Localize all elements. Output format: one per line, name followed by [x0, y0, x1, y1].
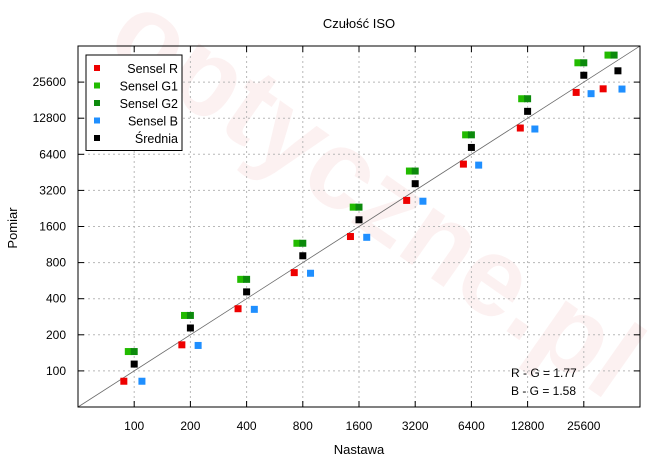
point-series-4 — [467, 143, 475, 151]
point-series-0 — [516, 124, 524, 132]
point-series-3 — [250, 305, 258, 313]
axis-ticks: 100 200 400 800 1600 3200 6400 12800 25600 100 200… — [33, 46, 640, 433]
y-tick-label: 12800 — [33, 111, 67, 125]
point-series-2 — [243, 275, 251, 283]
chart-title: Czułość ISO — [323, 16, 395, 31]
x-tick-label: 12800 — [511, 419, 545, 433]
y-tick-label: 3200 — [39, 183, 66, 197]
point-series-0 — [234, 305, 242, 313]
point-series-2 — [299, 239, 307, 247]
point-series-1 — [349, 203, 357, 211]
point-series-4 — [614, 67, 622, 75]
point-series-1 — [293, 239, 301, 247]
reference-diagonal-line — [77, 45, 641, 408]
point-series-1 — [124, 348, 132, 356]
point-series-2 — [580, 59, 588, 67]
point-series-2 — [524, 95, 532, 103]
x-tick-label: 25600 — [567, 419, 601, 433]
point-series-0 — [459, 160, 467, 168]
point-series-3 — [307, 269, 315, 277]
point-series-0 — [403, 196, 411, 204]
point-series-0 — [290, 269, 298, 277]
point-series-2 — [411, 167, 419, 175]
legend-label: Sensel R — [127, 62, 178, 76]
legend-swatch — [94, 135, 100, 141]
point-series-3 — [419, 197, 427, 205]
point-series-3 — [194, 341, 202, 349]
point-series-1 — [518, 95, 526, 103]
y-tick-label: 1600 — [39, 220, 66, 234]
legend: Sensel R Sensel G1 Sensel G2 Sensel B Średni… — [85, 54, 183, 151]
annotation-r-g: R - G = 1.77 — [511, 366, 577, 380]
legend-box — [85, 54, 183, 151]
y-tick-label: 25600 — [33, 75, 67, 89]
data-points — [120, 51, 626, 385]
point-series-2 — [610, 51, 618, 59]
point-series-4 — [299, 252, 307, 260]
y-axis-label: Pomiar — [5, 207, 20, 249]
y-tick-label: 200 — [46, 328, 66, 342]
point-series-3 — [531, 125, 539, 133]
point-series-4 — [243, 288, 251, 296]
point-series-2 — [186, 311, 194, 319]
point-series-4 — [411, 180, 419, 188]
x-axis-label: Nastawa — [334, 442, 385, 457]
y-tick-label: 800 — [46, 256, 66, 270]
point-series-3 — [475, 161, 483, 169]
point-series-2 — [130, 348, 138, 356]
legend-label: Sensel G1 — [120, 80, 178, 94]
x-tick-label: 200 — [180, 419, 200, 433]
x-tick-label: 1600 — [346, 419, 373, 433]
point-series-4 — [130, 360, 138, 368]
point-series-0 — [120, 377, 128, 385]
point-series-3 — [363, 233, 371, 241]
legend-label: Sensel B — [128, 115, 178, 129]
point-series-1 — [405, 167, 413, 175]
point-series-0 — [178, 341, 186, 349]
point-series-2 — [467, 131, 475, 139]
point-series-0 — [346, 233, 354, 241]
point-series-4 — [186, 324, 194, 332]
legend-swatch — [94, 117, 100, 124]
x-tick-label: 100 — [124, 419, 144, 433]
legend-label: Sensel G2 — [120, 97, 178, 111]
legend-label: Średnia — [135, 131, 178, 146]
legend-swatch — [94, 65, 100, 71]
point-series-0 — [599, 85, 607, 93]
point-series-3 — [587, 90, 595, 98]
x-tick-label: 3200 — [402, 419, 429, 433]
point-series-1 — [462, 131, 470, 139]
point-series-1 — [604, 51, 612, 59]
point-series-2 — [355, 203, 363, 211]
y-tick-label: 400 — [46, 292, 66, 306]
legend-swatch — [94, 100, 100, 106]
legend-swatch — [94, 82, 100, 89]
point-series-4 — [355, 216, 363, 224]
point-series-3 — [138, 377, 146, 385]
point-series-4 — [524, 107, 532, 115]
y-tick-label: 6400 — [39, 147, 66, 161]
point-series-1 — [574, 59, 582, 67]
y-tick-label: 100 — [46, 364, 66, 378]
x-tick-label: 6400 — [458, 419, 485, 433]
point-series-0 — [572, 88, 580, 96]
x-tick-label: 800 — [293, 419, 313, 433]
point-series-1 — [181, 311, 189, 319]
point-series-1 — [237, 275, 245, 283]
x-tick-label: 400 — [237, 419, 257, 433]
annotation-b-g: B - G = 1.58 — [511, 384, 576, 398]
point-series-3 — [618, 85, 626, 93]
point-series-4 — [580, 71, 588, 79]
